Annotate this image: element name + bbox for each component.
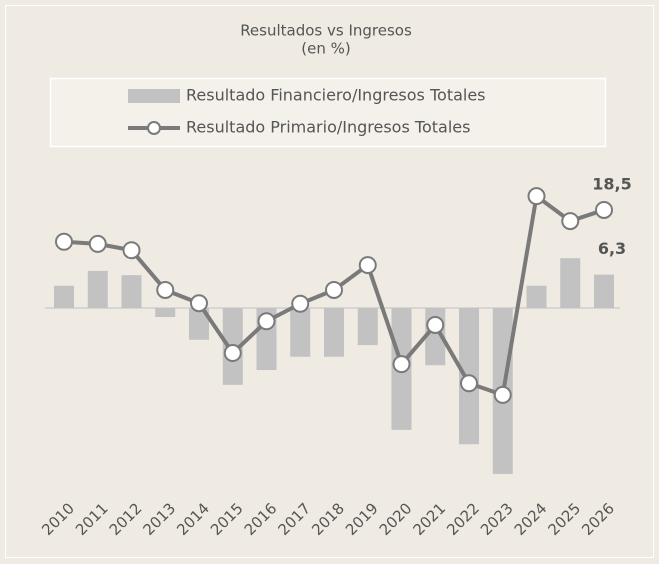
line-marker [325,280,343,299]
bar [121,275,142,308]
legend-swatch [128,89,180,103]
bar [290,308,311,357]
legend-marker [147,121,161,135]
line-marker [392,355,411,374]
line-marker [223,344,242,363]
line-marker [122,241,141,260]
bar [357,308,378,346]
line-marker [561,212,580,231]
legend-label: Resultado Financiero/Ingresos Totales [186,86,486,105]
data-label: 6,3 [598,239,626,258]
line-marker [257,312,276,331]
data-label: 18,5 [592,174,631,193]
line-marker [426,315,445,334]
chart-title: Resultados vs Ingresos [240,22,412,40]
line-marker [527,187,546,206]
line-marker [358,256,377,275]
line-marker [460,374,478,393]
chart-subtitle: (en %) [301,40,350,58]
bar [54,285,74,308]
line-marker [190,294,208,313]
line-marker [55,232,73,251]
bar [155,308,176,318]
legend-label: Resultado Primario/Ingresos Totales [186,118,470,137]
line-marker [595,200,613,219]
line-marker [493,385,512,404]
bar [189,308,209,340]
bar [87,270,108,308]
bar [560,258,581,308]
line-marker [88,234,107,253]
bar [594,274,614,308]
bar [324,308,344,357]
line-marker [156,280,175,299]
line-marker [291,294,310,313]
bar [526,285,547,308]
